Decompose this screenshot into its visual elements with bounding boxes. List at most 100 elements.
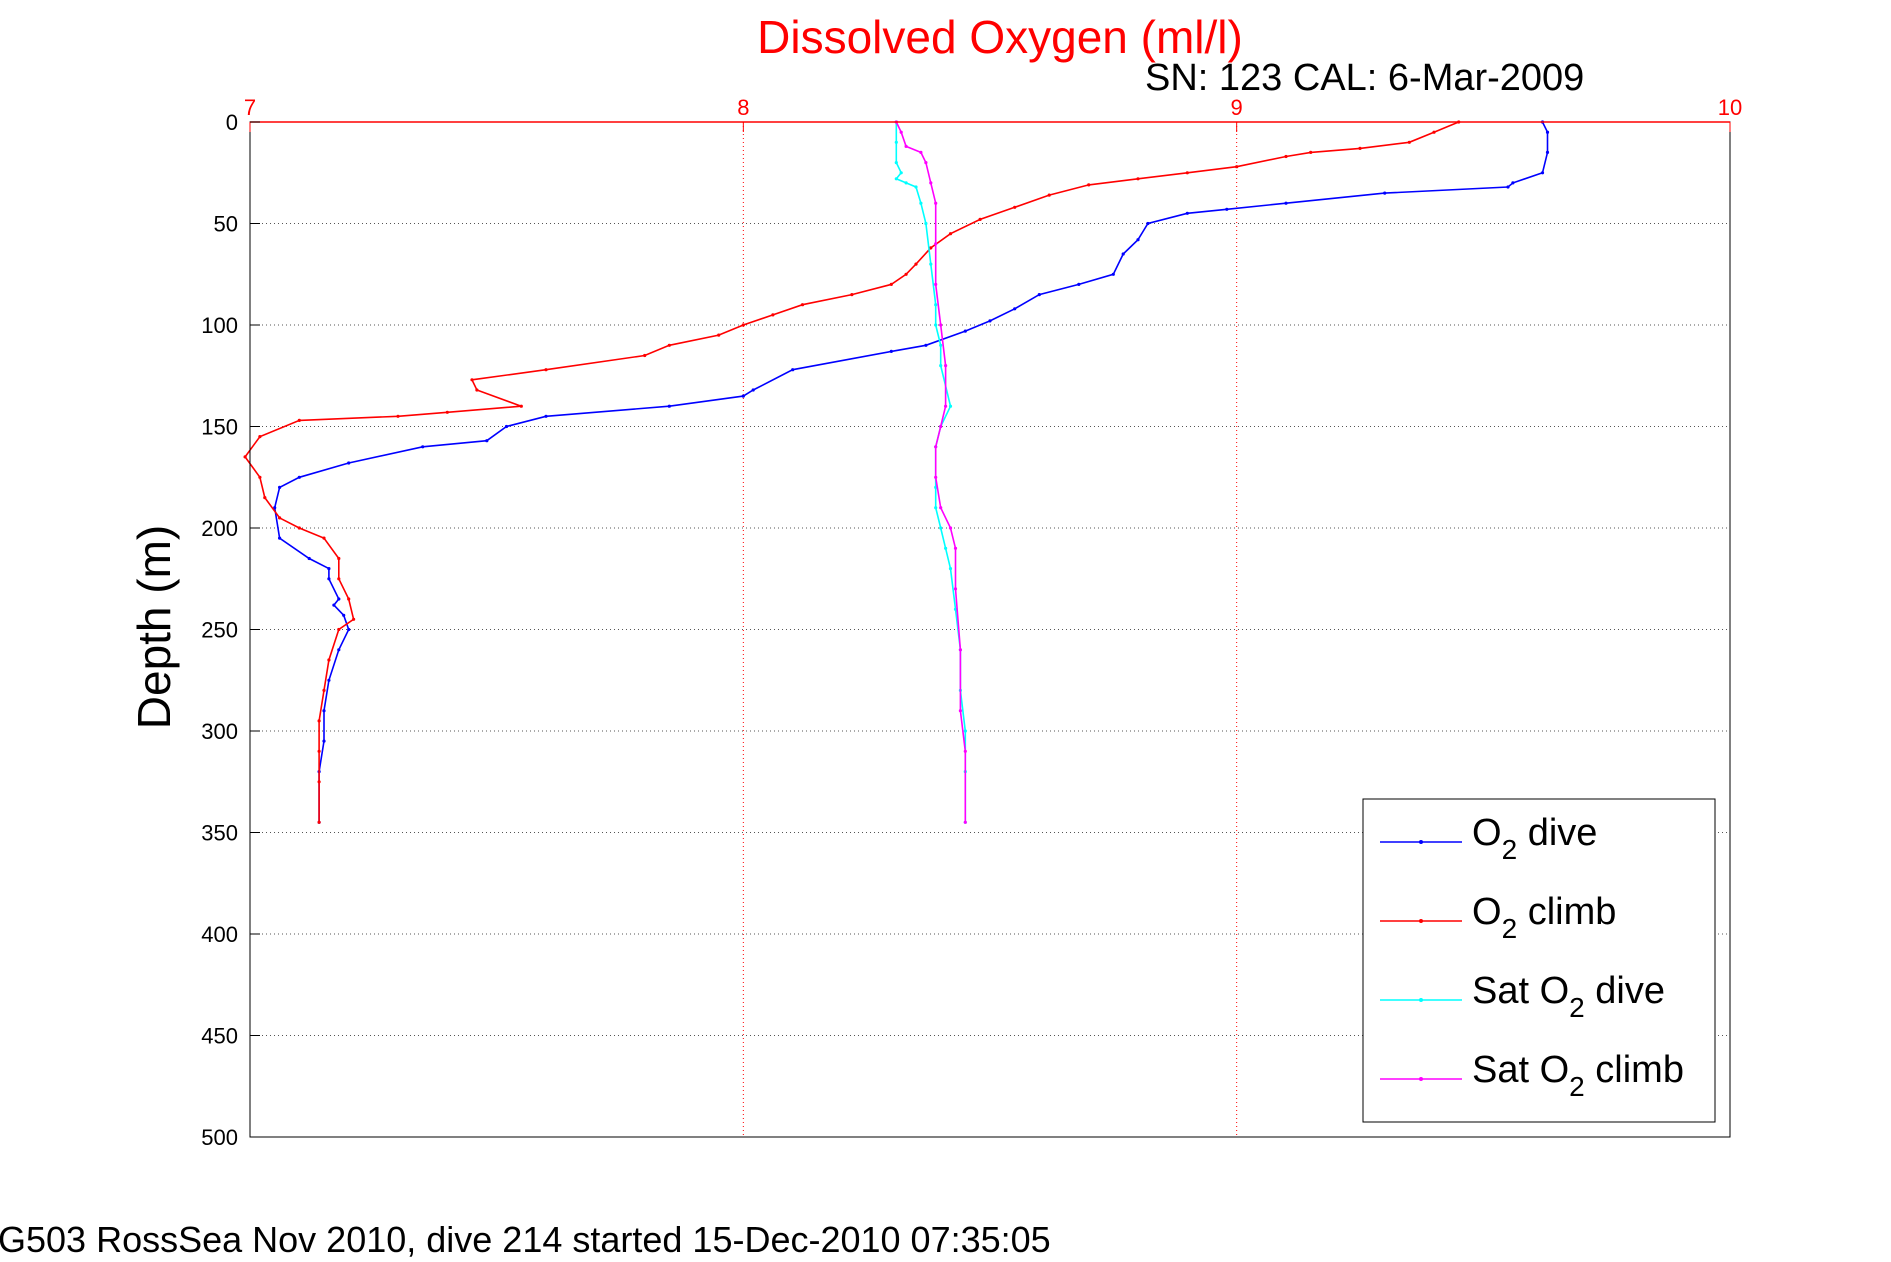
data-point-o2_dive bbox=[1383, 191, 1387, 195]
legend-label-o2_climb: O2 climb bbox=[1472, 891, 1616, 944]
data-point-sat_dive bbox=[939, 364, 943, 368]
data-point-o2_dive bbox=[751, 388, 755, 392]
data-point-o2_dive bbox=[297, 475, 301, 479]
x-tick-label: 9 bbox=[1231, 95, 1243, 120]
data-point-o2_climb bbox=[297, 526, 301, 530]
data-point-o2_dive bbox=[342, 613, 346, 617]
data-point-sat_climb bbox=[939, 323, 943, 327]
data-point-o2_climb bbox=[643, 353, 647, 358]
data-point-o2_climb bbox=[470, 378, 474, 382]
y-tick-label: 250 bbox=[201, 618, 238, 643]
y-tick-label: 300 bbox=[201, 719, 238, 744]
data-point-sat_dive bbox=[904, 181, 908, 185]
data-point-sat_climb bbox=[963, 749, 967, 753]
legend-label-o2_dive: O2 dive bbox=[1472, 812, 1597, 865]
data-point-o2_climb bbox=[445, 410, 449, 414]
data-point-sat_dive bbox=[929, 262, 933, 266]
data-point-o2_climb bbox=[1358, 146, 1362, 150]
data-point-sat_climb bbox=[934, 445, 938, 449]
y-tick-label: 50 bbox=[214, 212, 238, 237]
data-point-o2_dive bbox=[307, 556, 311, 561]
y-axis-ticks: 0 50 100 150 200 250 300 350 400 450 500 bbox=[201, 110, 260, 1150]
data-point-o2_dive bbox=[988, 319, 992, 323]
data-point-o2_climb bbox=[800, 303, 805, 307]
data-point-o2_climb bbox=[929, 246, 933, 250]
data-point-sat_dive bbox=[924, 221, 928, 226]
data-point-sat_dive bbox=[894, 161, 898, 165]
data-point-o2_climb bbox=[1407, 140, 1411, 144]
data-point-o2_dive bbox=[421, 445, 425, 449]
data-point-o2_climb bbox=[258, 475, 262, 479]
data-point-o2_climb bbox=[1309, 150, 1313, 154]
data-point-o2_dive bbox=[504, 424, 509, 429]
y-tick-label: 100 bbox=[201, 313, 238, 338]
data-point-o2_dive bbox=[667, 404, 671, 408]
data-point-sat_dive bbox=[939, 343, 943, 347]
footer-caption: G503 RossSea Nov 2010, dive 214 started … bbox=[0, 1219, 1051, 1260]
data-point-o2_climb bbox=[978, 217, 982, 221]
data-point-sat_climb bbox=[929, 181, 933, 185]
x-tick-label: 8 bbox=[737, 95, 749, 120]
data-point-sat_climb bbox=[934, 201, 938, 205]
data-point-o2_climb bbox=[317, 780, 321, 784]
data-point-o2_dive bbox=[347, 461, 351, 465]
data-point-o2_dive bbox=[1077, 282, 1081, 286]
data-point-sat_climb bbox=[958, 648, 963, 652]
chart-subtitle: SN: 123 CAL: 6-Mar-2009 bbox=[1145, 57, 1584, 99]
y-tick-label: 200 bbox=[201, 516, 238, 541]
data-point-o2_dive bbox=[889, 349, 893, 353]
data-point-o2_climb bbox=[317, 719, 321, 723]
data-point-o2_dive bbox=[1506, 185, 1510, 189]
data-point-o2_climb bbox=[317, 749, 321, 753]
data-point-o2_dive bbox=[1284, 201, 1288, 205]
data-point-sat_dive bbox=[919, 201, 923, 205]
data-point-sat_climb bbox=[948, 526, 953, 530]
legend-marker-sat_dive bbox=[1419, 998, 1423, 1002]
data-point-o2_climb bbox=[717, 333, 721, 337]
x-tick-label: 10 bbox=[1718, 95, 1742, 120]
data-point-o2_dive bbox=[791, 368, 795, 372]
data-point-o2_dive bbox=[273, 506, 277, 510]
data-point-sat_dive bbox=[948, 404, 953, 408]
data-point-sat_climb bbox=[958, 709, 963, 713]
x-tick-label: 7 bbox=[244, 95, 256, 120]
data-point-o2_climb bbox=[243, 455, 247, 459]
y-axis-label: Depth (m) bbox=[128, 525, 180, 729]
data-point-o2_dive bbox=[327, 678, 331, 682]
data-point-o2_climb bbox=[258, 435, 262, 439]
data-point-o2_climb bbox=[1185, 171, 1189, 175]
data-point-sat_climb bbox=[934, 242, 938, 246]
data-point-o2_dive bbox=[1225, 207, 1229, 211]
data-point-sat_climb bbox=[953, 587, 958, 591]
data-point-o2_climb bbox=[544, 368, 548, 372]
data-point-o2_climb bbox=[337, 627, 341, 632]
data-point-o2_climb bbox=[1136, 177, 1140, 181]
data-point-sat_dive bbox=[963, 729, 967, 733]
legend-marker-o2_climb bbox=[1419, 919, 1423, 923]
data-point-o2_dive bbox=[1013, 307, 1017, 311]
data-point-o2_dive bbox=[278, 536, 282, 540]
data-point-sat_climb bbox=[963, 820, 967, 824]
data-point-sat_dive bbox=[894, 140, 898, 144]
legend-label-sat_climb: Sat O2 climb bbox=[1472, 1049, 1684, 1102]
data-point-o2_climb bbox=[914, 262, 918, 266]
data-point-o2_dive bbox=[1511, 181, 1515, 185]
data-point-sat_dive bbox=[934, 323, 938, 327]
data-point-o2_climb bbox=[475, 388, 479, 392]
data-point-sat_dive bbox=[914, 185, 918, 189]
data-point-o2_dive bbox=[963, 329, 967, 333]
data-point-o2_dive bbox=[1037, 293, 1041, 297]
data-point-sat_dive bbox=[934, 303, 938, 307]
chart-title: Dissolved Oxygen (ml/l) bbox=[757, 11, 1243, 63]
data-point-o2_climb bbox=[327, 658, 331, 662]
data-point-o2_climb bbox=[263, 496, 267, 500]
data-point-o2_climb bbox=[1284, 154, 1288, 159]
data-point-o2_dive bbox=[1545, 150, 1550, 154]
data-point-sat_dive bbox=[939, 526, 943, 530]
data-point-o2_dive bbox=[322, 709, 326, 713]
data-point-o2_dive bbox=[924, 343, 928, 347]
data-point-o2_dive bbox=[278, 485, 282, 489]
series-line-o2_climb bbox=[244, 121, 1460, 823]
data-point-o2_dive bbox=[1111, 272, 1115, 276]
